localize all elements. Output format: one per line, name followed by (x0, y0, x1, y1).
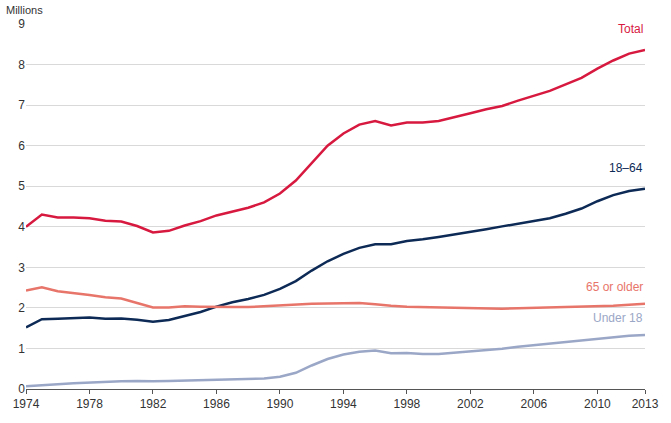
svg-text:2: 2 (18, 301, 25, 315)
svg-text:1978: 1978 (76, 397, 103, 411)
svg-text:Under 18: Under 18 (593, 311, 643, 325)
svg-text:6: 6 (18, 139, 25, 153)
svg-text:Millions: Millions (6, 4, 43, 16)
svg-text:2010: 2010 (584, 397, 611, 411)
svg-text:2006: 2006 (521, 397, 548, 411)
svg-text:1974: 1974 (13, 397, 40, 411)
svg-text:1998: 1998 (394, 397, 421, 411)
svg-text:7: 7 (18, 98, 25, 112)
svg-text:1982: 1982 (140, 397, 167, 411)
svg-text:65 or older: 65 or older (586, 280, 643, 294)
svg-text:2013: 2013 (632, 397, 659, 411)
svg-text:1: 1 (18, 342, 25, 356)
svg-text:9: 9 (18, 17, 25, 31)
svg-text:4: 4 (18, 220, 25, 234)
svg-text:18–64: 18–64 (609, 161, 643, 175)
svg-text:Total: Total (618, 22, 643, 36)
svg-text:8: 8 (18, 58, 25, 72)
svg-text:2002: 2002 (457, 397, 484, 411)
svg-text:1990: 1990 (267, 397, 294, 411)
svg-text:5: 5 (18, 179, 25, 193)
svg-text:1986: 1986 (203, 397, 230, 411)
svg-text:1994: 1994 (330, 397, 357, 411)
svg-text:3: 3 (18, 261, 25, 275)
svg-text:0: 0 (18, 382, 25, 396)
